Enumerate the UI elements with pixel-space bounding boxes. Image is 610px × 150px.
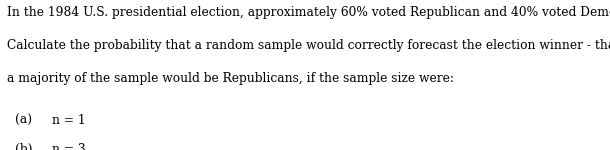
Text: In the 1984 U.S. presidential election, approximately 60% voted Republican and 4: In the 1984 U.S. presidential election, … <box>7 6 610 19</box>
Text: n = 3: n = 3 <box>52 143 85 150</box>
Text: n = 1: n = 1 <box>52 114 85 127</box>
Text: (b): (b) <box>15 143 33 150</box>
Text: Calculate the probability that a random sample would correctly forecast the elec: Calculate the probability that a random … <box>7 39 610 52</box>
Text: (a): (a) <box>15 114 32 127</box>
Text: a majority of the sample would be Republicans, if the sample size were:: a majority of the sample would be Republ… <box>7 72 454 85</box>
